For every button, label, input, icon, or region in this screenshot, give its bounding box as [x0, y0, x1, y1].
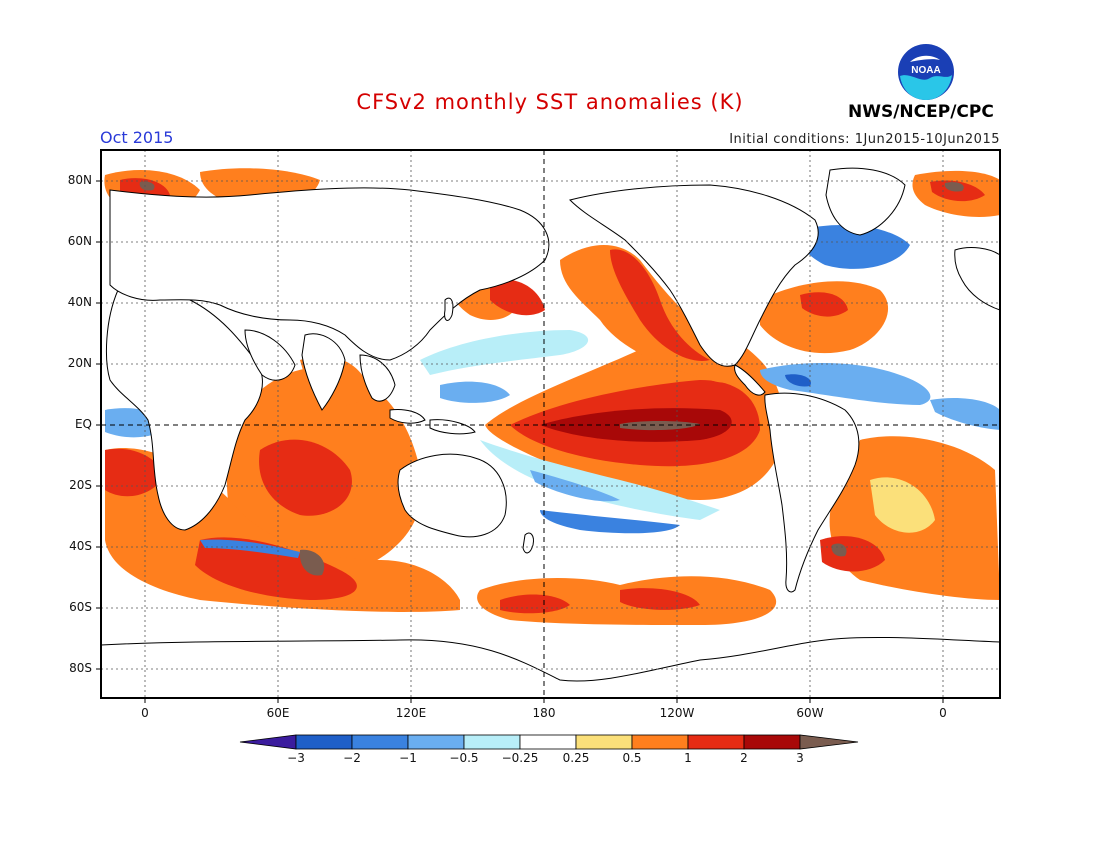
agency-label: NWS/NCEP/CPC: [848, 102, 994, 122]
colorbar-tick-label: −2: [343, 751, 361, 765]
land-eurasia: [109, 187, 550, 361]
equator-dateline: [101, 150, 1000, 698]
lat-label-80n: 80N: [67, 173, 92, 187]
chart-title: CFSv2 monthly SST anomalies (K): [356, 90, 744, 114]
colorbar-segment: [463, 734, 521, 750]
land-india: [301, 333, 346, 411]
anomaly-north-atlantic-cool: [799, 225, 910, 269]
lon-label-180: 180: [532, 706, 556, 720]
colorbar: [239, 734, 859, 750]
lon-label-60e: 60E: [266, 706, 290, 720]
colorbar-tick-label: −0.25: [501, 751, 539, 765]
colorbar-tick-label: −3: [287, 751, 305, 765]
logo-text: NOAA: [911, 65, 940, 76]
lat-label-20s: 20S: [69, 478, 92, 492]
colorbar-tick-label: −0.5: [449, 751, 479, 765]
colorbar-tick-label: 1: [684, 751, 692, 765]
lat-label-eq: EQ: [74, 417, 92, 431]
colorbar-segment: [687, 734, 745, 750]
lon-label-0-east: 0: [939, 706, 947, 720]
colorbar-tick-label: 0.25: [562, 751, 590, 765]
land-antarctica: [101, 636, 1000, 698]
land-australia: [397, 453, 507, 538]
lon-label-120w: 120W: [659, 706, 695, 720]
lon-label-120e: 120E: [395, 706, 427, 720]
lat-label-40s: 40S: [69, 539, 92, 553]
colorbar-segment: [519, 734, 577, 750]
lat-label-60s: 60S: [69, 600, 92, 614]
colorbar-tick-label: 2: [740, 751, 748, 765]
land-africa: [105, 287, 263, 531]
colorbar-segment: [575, 734, 633, 750]
grid: [101, 150, 1000, 698]
lat-label-40n: 40N: [67, 295, 92, 309]
colorbar-arrow-high: [799, 734, 859, 750]
land-south-america: [764, 392, 860, 593]
colorbar-segment: [743, 734, 801, 750]
period-label: Oct 2015: [100, 128, 174, 147]
colorbar-segment: [407, 734, 465, 750]
land-masses: [101, 167, 1000, 698]
colorbar-segment: [295, 734, 353, 750]
axis-ticks: [96, 180, 944, 703]
colorbar-tick-label: 0.5: [622, 751, 642, 765]
lon-label-60w: 60W: [796, 706, 824, 720]
noaa-logo-icon: NOAA: [898, 44, 954, 100]
lon-label-0-west: 0: [141, 706, 149, 720]
lat-label-20n: 20N: [67, 356, 92, 370]
anomaly-peak: [620, 421, 700, 431]
lat-label-60n: 60N: [67, 234, 92, 248]
anomaly-cool-band-south: [480, 440, 720, 520]
colorbar-tick-label: 3: [796, 751, 804, 765]
colorbar-segment: [631, 734, 689, 750]
map-frame: [100, 149, 1001, 699]
anomaly-cool-band-north: [440, 381, 510, 403]
lat-label-80s: 80S: [69, 661, 92, 675]
land-north-america: [569, 184, 819, 367]
colorbar-arrow-low: [239, 734, 297, 750]
land-greenland: [825, 167, 906, 236]
colorbar-tick-label: −1: [399, 751, 417, 765]
initial-conditions-label: Initial conditions: 1Jun2015-10Jun2015: [729, 132, 1000, 147]
colorbar-segment: [351, 734, 409, 750]
